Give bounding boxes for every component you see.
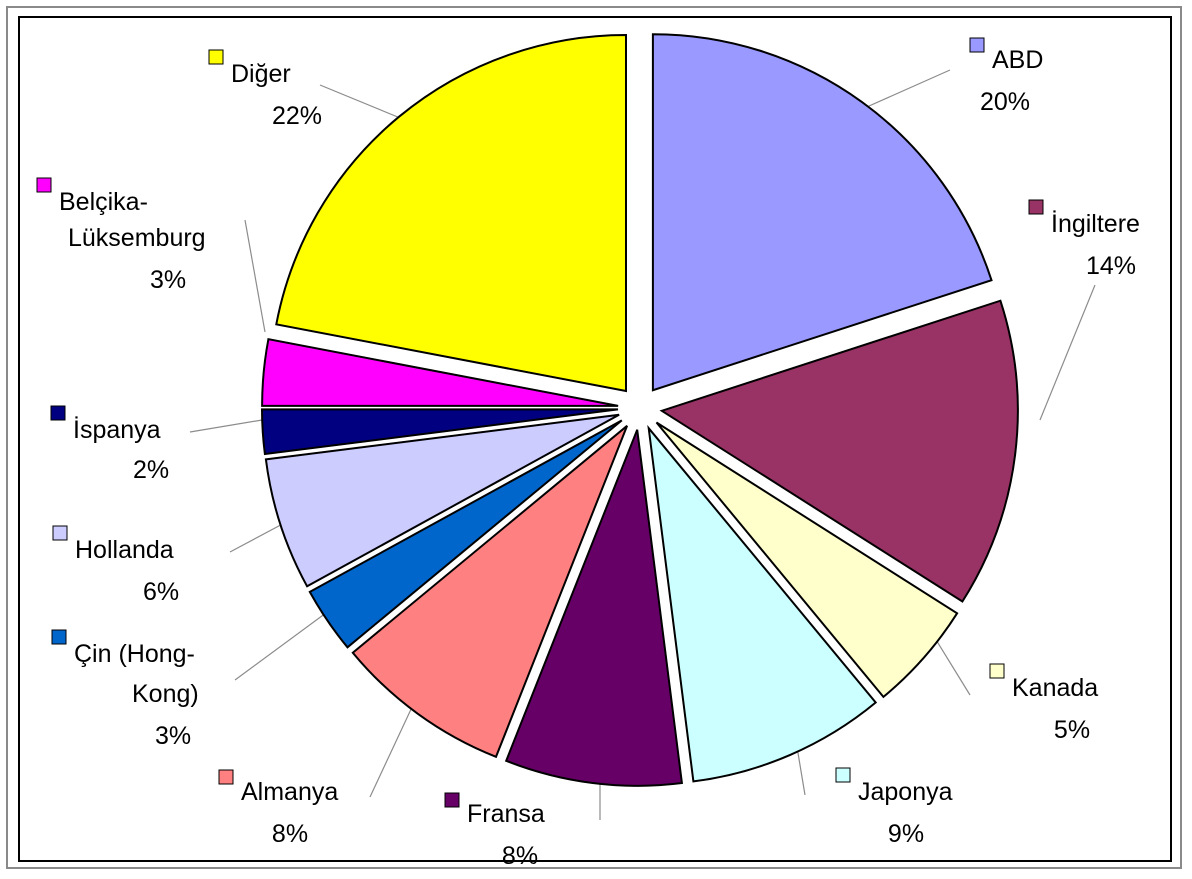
category-label-i-spanya: İspanya xyxy=(73,415,161,444)
pie-slice-hollanda xyxy=(264,413,620,588)
category-label-belçika-lüksemburg: Lüksemburg xyxy=(68,224,206,252)
pie-slice-abd xyxy=(651,33,993,392)
legend-key-kanada xyxy=(989,663,1005,679)
legend-key-belçika-lüksemburg xyxy=(36,177,52,193)
value-label-almanya: 8% xyxy=(272,820,308,848)
legend-key-diğer xyxy=(208,49,224,65)
category-label-i-ngiltere: İngiltere xyxy=(1051,209,1140,238)
pie-slice-i-spanya xyxy=(260,408,619,456)
legend-key-abd xyxy=(969,37,985,53)
pie-slice-kanada xyxy=(655,421,959,699)
category-label-çin-hong-kong: Çin (Hong- xyxy=(74,640,195,668)
legend-key-almanya xyxy=(218,769,234,785)
pie-slice-almanya xyxy=(351,425,629,759)
pie-slices xyxy=(260,33,1019,787)
value-label-çin-hong-kong: 3% xyxy=(155,722,191,750)
pie-slice-i-ngiltere xyxy=(659,299,1019,603)
legend-key-fransa xyxy=(444,792,460,808)
leader-line-belçika-lüksemburg xyxy=(244,219,266,333)
legend-key-hollanda xyxy=(52,525,68,541)
legend-key-japonya xyxy=(835,767,851,783)
pie-slice-çin-hong-kong xyxy=(308,419,623,649)
legend-key-çin-hong-kong xyxy=(51,629,67,645)
category-label-diğer: Diğer xyxy=(231,60,291,88)
leader-line-abd xyxy=(859,69,951,111)
leader-line-i-ngiltere xyxy=(1039,284,1096,421)
pie-slice-belçika-lüksemburg xyxy=(261,338,619,407)
pie-slice-japonya xyxy=(647,424,878,783)
value-label-japonya: 9% xyxy=(888,820,924,848)
value-label-abd: 20% xyxy=(980,88,1030,116)
pie-slice-diğer xyxy=(275,33,627,393)
category-label-almanya: Almanya xyxy=(241,778,338,806)
pie-slice-fransa xyxy=(504,429,684,787)
category-label-abd: ABD xyxy=(992,46,1043,74)
category-label-fransa: Fransa xyxy=(467,800,545,828)
category-label-hollanda: Hollanda xyxy=(75,536,174,564)
legend-key-i-spanya xyxy=(50,405,66,421)
legend-key-i-ngiltere xyxy=(1028,199,1044,215)
category-label-çin-hong-kong: Kong) xyxy=(132,680,199,708)
leader-line-i-spanya xyxy=(189,419,263,433)
data-labels: ABD 20% İngiltere 14% Kanada 5% Japonya 9% Frans… xyxy=(36,37,1140,870)
value-label-hollanda: 6% xyxy=(143,578,179,606)
value-label-kanada: 5% xyxy=(1054,716,1090,744)
value-label-i-ngiltere: 14% xyxy=(1086,252,1136,280)
category-label-japonya: Japonya xyxy=(858,778,953,806)
value-label-diğer: 22% xyxy=(272,102,322,130)
value-label-fransa: 8% xyxy=(502,842,538,870)
value-label-i-spanya: 2% xyxy=(133,456,169,484)
category-label-kanada: Kanada xyxy=(1012,674,1098,702)
category-label-belçika-lüksemburg: Belçika- xyxy=(59,188,148,216)
value-label-belçika-lüksemburg: 3% xyxy=(150,266,186,294)
leader-line-diğer xyxy=(319,84,406,121)
leader-line-çin-hong-kong xyxy=(234,609,331,681)
